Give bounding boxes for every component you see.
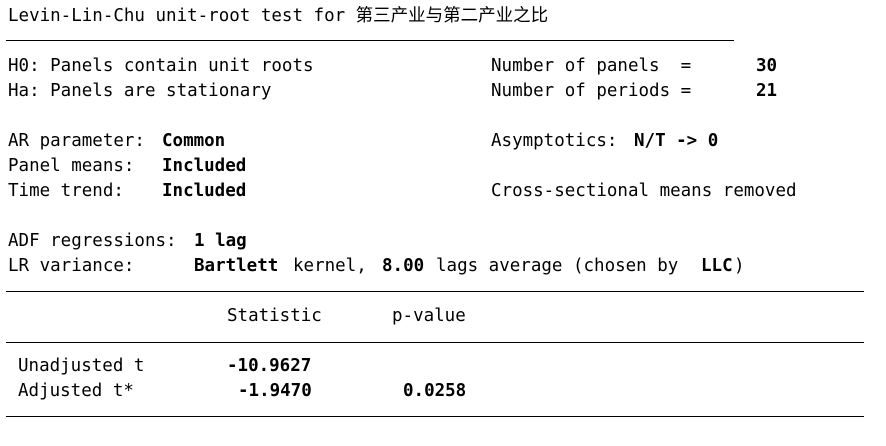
lr-lags-text: lags average (chosen by <box>436 256 679 276</box>
table-top-divider <box>6 291 864 292</box>
time-trend-label: Time trend: <box>8 181 124 201</box>
asymptotics-label: Asymptotics: <box>491 131 618 151</box>
test-title: Levin-Lin-Chu unit-root test for 第三产业与第二… <box>8 6 549 26</box>
panels-label: Number of panels = <box>491 56 692 76</box>
ar-parameter-value: Common <box>162 131 226 151</box>
table-header-divider <box>6 342 864 343</box>
lr-lags: 8.00 <box>382 256 425 276</box>
lr-close-paren: ) <box>734 256 745 276</box>
table-bottom-divider <box>6 416 864 417</box>
lr-variance-label: LR variance: <box>8 256 135 276</box>
panel-means-label: Panel means: <box>8 156 135 176</box>
panels-value: 30 <box>756 56 778 76</box>
lr-kernel-text: kernel, <box>293 256 367 276</box>
null-hypothesis: H0: Panels contain unit roots <box>8 56 314 76</box>
alternative-hypothesis: Ha: Panels are stationary <box>8 81 272 101</box>
adf-regressions-value: 1 lag <box>194 231 247 251</box>
lr-kernel: Bartlett <box>194 256 279 276</box>
asymptotics-value: N/T -> 0 <box>634 131 719 151</box>
row-pvalue: 0.0258 <box>403 381 467 401</box>
cross-sectional-note: Cross-sectional means removed <box>491 181 797 201</box>
lr-method: LLC <box>701 256 733 276</box>
time-trend-value: Included <box>162 181 247 201</box>
header-pvalue: p-value <box>392 306 466 326</box>
periods-value: 21 <box>756 81 778 101</box>
row-label: Adjusted t* <box>18 381 134 401</box>
periods-label: Number of periods = <box>491 81 692 101</box>
adf-regressions-label: ADF regressions: <box>8 231 177 251</box>
panel-means-value: Included <box>162 156 247 176</box>
title-divider <box>6 40 734 41</box>
row-label: Unadjusted t <box>18 356 145 376</box>
header-statistic: Statistic <box>227 306 322 326</box>
row-statistic: -10.9627 <box>227 356 312 376</box>
row-statistic: -1.9470 <box>238 381 312 401</box>
ar-parameter-label: AR parameter: <box>8 131 145 151</box>
